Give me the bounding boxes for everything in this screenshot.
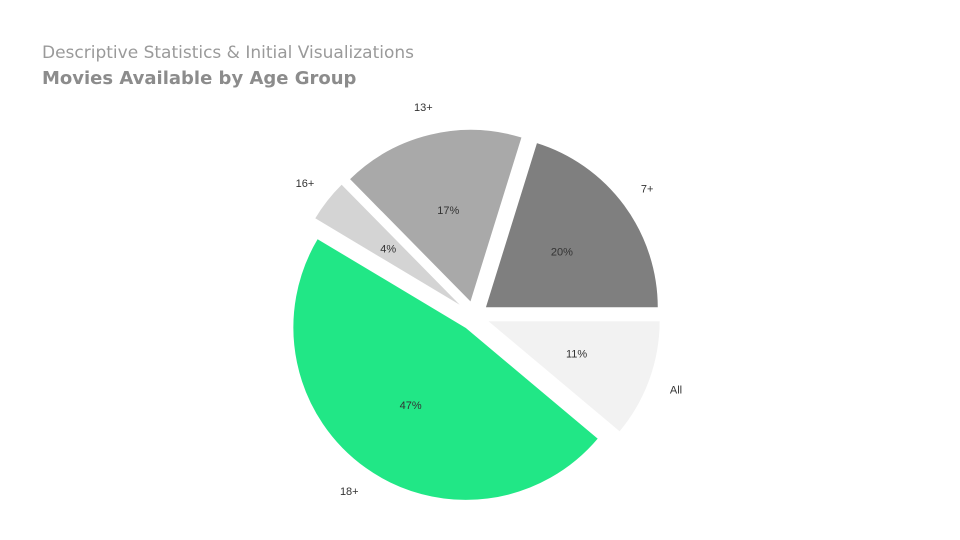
pie-slice-16plus (313, 183, 464, 308)
pie-category-label: 18+ (340, 486, 359, 498)
pie-slice-13plus (348, 128, 523, 304)
slide-title: Movies Available by Age Group (42, 68, 357, 89)
section-title: Descriptive Statistics & Initial Visuali… (42, 43, 415, 63)
pie-category-label: All (670, 385, 682, 397)
pie-value-label: 20% (551, 246, 573, 258)
pie-value-label: 4% (380, 244, 396, 256)
pie-category-label: 7+ (641, 184, 654, 196)
pie-slice-18plus (292, 237, 600, 501)
pie-category-label: 13+ (414, 102, 433, 114)
pie-slice-all (485, 320, 661, 433)
pie-value-label: 47% (400, 400, 422, 412)
pie-value-label: 17% (437, 205, 459, 217)
pie-value-label: 11% (566, 348, 587, 360)
pie-slice-7plus (484, 141, 659, 309)
pie-category-label: 16+ (296, 178, 315, 190)
